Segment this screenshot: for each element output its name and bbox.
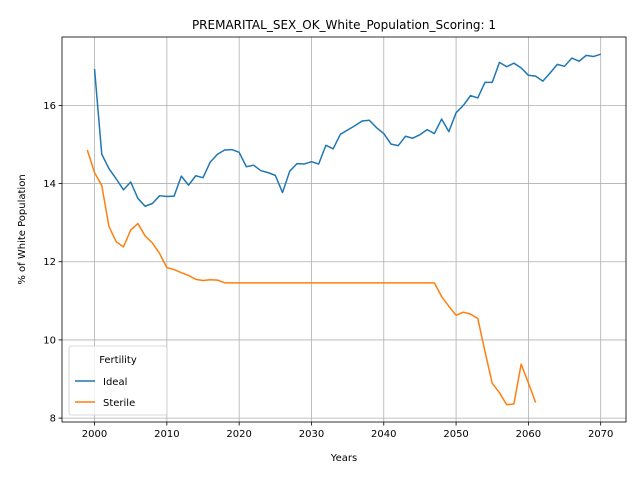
- y-tick-label: 14: [43, 179, 56, 190]
- x-tick-label: 2030: [299, 429, 324, 440]
- y-tick-label: 12: [43, 257, 56, 268]
- legend-label-sterile: Sterile: [103, 398, 135, 409]
- series-lines: [86, 53, 601, 406]
- y-axis-label: % of White Population: [17, 174, 28, 284]
- legend: Fertility Ideal Sterile: [68, 345, 168, 416]
- x-tick-label: 2000: [82, 429, 107, 440]
- x-tick-label: 2050: [443, 429, 468, 440]
- x-tick-label: 2010: [154, 429, 179, 440]
- y-tick-label: 8: [50, 414, 56, 425]
- legend-box: [68, 345, 168, 416]
- x-tick-label: 2060: [516, 429, 541, 440]
- x-tick-label: 2040: [371, 429, 396, 440]
- x-axis-label: Years: [330, 453, 357, 464]
- series-line-ideal: [93, 53, 601, 207]
- series-line-sterile: [86, 149, 537, 406]
- x-tick-label: 2020: [226, 429, 251, 440]
- legend-title: Fertility: [99, 355, 137, 366]
- grid: [62, 37, 626, 422]
- x-tick-label: 2070: [588, 429, 613, 440]
- chart-title: PREMARITAL_SEX_OK_White_Population_Scori…: [192, 18, 496, 32]
- legend-label-ideal: Ideal: [103, 377, 127, 388]
- plot-frame: [61, 36, 627, 423]
- axis-ticks: 2000 2010 2020 2030 2040 2050 2060 2070 8 10 12 14 1…: [43, 101, 613, 440]
- y-tick-label: 16: [43, 101, 56, 112]
- y-tick-label: 10: [43, 335, 56, 346]
